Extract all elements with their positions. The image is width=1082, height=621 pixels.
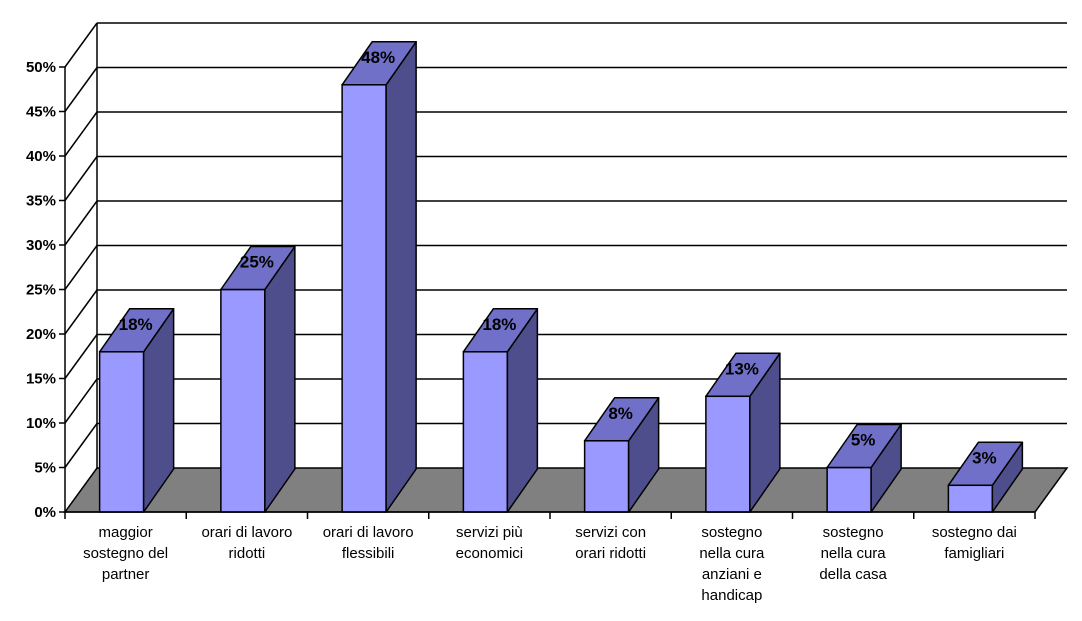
y-tick-label: 50% [26,59,56,76]
x-tick-label: orari di lavoro flessibili [323,524,414,562]
bar-front [583,440,630,513]
y-tick-label: 35% [26,193,56,210]
x-tick-label-line: orari di lavoro [201,524,292,541]
gridline-side [64,22,98,68]
bar-front [341,84,387,513]
x-tick-label-line: nella cura [699,545,765,562]
bar-top [583,397,660,442]
data-label: 48% [361,48,395,67]
gridline-side [64,200,98,246]
x-tick-label: maggior sostegno del partner [83,524,168,583]
bar-top [98,308,175,353]
bar-front [826,466,872,513]
bar-top [341,41,417,86]
data-label: 5% [851,431,876,450]
y-tick-label: 10% [26,415,56,432]
x-tick-label-line: orari di lavoro [323,524,414,541]
data-label: 25% [240,253,274,272]
gridline-side [64,111,98,157]
x-tick-label-line: ridotti [229,545,266,562]
data-label: 18% [482,315,516,334]
x-tick-label-line: flessibili [342,545,395,562]
y-tick-label: 45% [26,104,56,121]
bar [705,352,781,513]
data-labels-group: 18% 25% 48% 18% 8% 13% 5% 3% [119,48,997,467]
x-tick-label: servizi con orari ridotti [575,524,646,562]
x-tick-label: sostegno nella cura anziani e handicap [699,524,765,604]
x-tick-label-line: sostegno del [83,545,168,562]
bar [583,397,660,513]
gridline-side [64,334,98,379]
bar-front [98,351,145,513]
x-tick-label: orari di lavoro ridotti [201,524,292,562]
x-tick-label-line: anziani e [702,566,762,583]
x-tick-label-line: servizi con [575,524,646,541]
bar-top [826,423,902,469]
x-tick-label-line: handicap [701,587,762,604]
bars-group [98,41,1024,513]
bar-front [947,484,994,513]
data-label: 13% [725,359,759,378]
bar [220,245,296,513]
gridline-side [64,378,98,424]
x-tick-label-line: economici [456,545,524,562]
y-tick-label: 0% [34,504,56,521]
y-tick-label: 20% [26,326,56,343]
bar-front [220,288,266,513]
x-tick-label-line: sostegno [701,524,762,541]
data-label: 8% [608,404,633,423]
bar [462,308,539,513]
y-tick-label: 5% [34,460,56,477]
bar-side [385,41,417,513]
bar-side [264,245,296,513]
x-tick-label-line: famigliari [944,545,1004,562]
y-tick-label: 15% [26,371,56,388]
x-tick-label-line: sostegno dai [932,524,1017,541]
x-axis: maggior sostegno del partner orari di lavor… [64,511,1036,604]
chart-walls [64,22,1067,512]
x-tick-label-line: maggior [99,524,153,541]
x-tick-label-line: partner [102,566,150,583]
x-tick-label-line: orari ridotti [575,545,646,562]
bar [947,441,1024,513]
gridline-side [64,289,98,335]
x-tick-label-line: nella cura [821,545,887,562]
bar-front [705,395,751,513]
chart-floor [63,467,1069,513]
y-tick-label: 30% [26,237,56,254]
x-tick-label: sostegno dai famigliari [932,524,1017,562]
gridline-side [64,245,98,290]
x-tick-label-line: sostegno [823,524,884,541]
bar [826,423,902,513]
data-label: 18% [119,315,153,334]
y-tick-label: 40% [26,148,56,165]
gridline-side [64,67,98,112]
bar-top [220,245,296,291]
x-tick-label-line: servizi più [456,524,523,541]
y-tick-label: 25% [26,282,56,299]
bar [98,308,175,513]
bar [341,41,417,513]
chart-floor-group [63,467,1069,513]
x-tick-label-line: della casa [819,566,887,583]
x-tick-label: sostegno nella cura della casa [819,524,887,583]
y-axis-ticks: 0% 5% 10% 15% 20% 25% 30% 35% 40% 45% 50% [26,59,65,521]
gridline-side [64,423,98,468]
gridline-side [64,156,98,201]
x-tick-label: servizi più economici [456,524,524,562]
bar-front [462,351,509,513]
bar-top [947,441,1024,487]
bar-top [462,308,539,353]
bar-top [705,352,781,398]
data-label: 3% [972,448,997,467]
